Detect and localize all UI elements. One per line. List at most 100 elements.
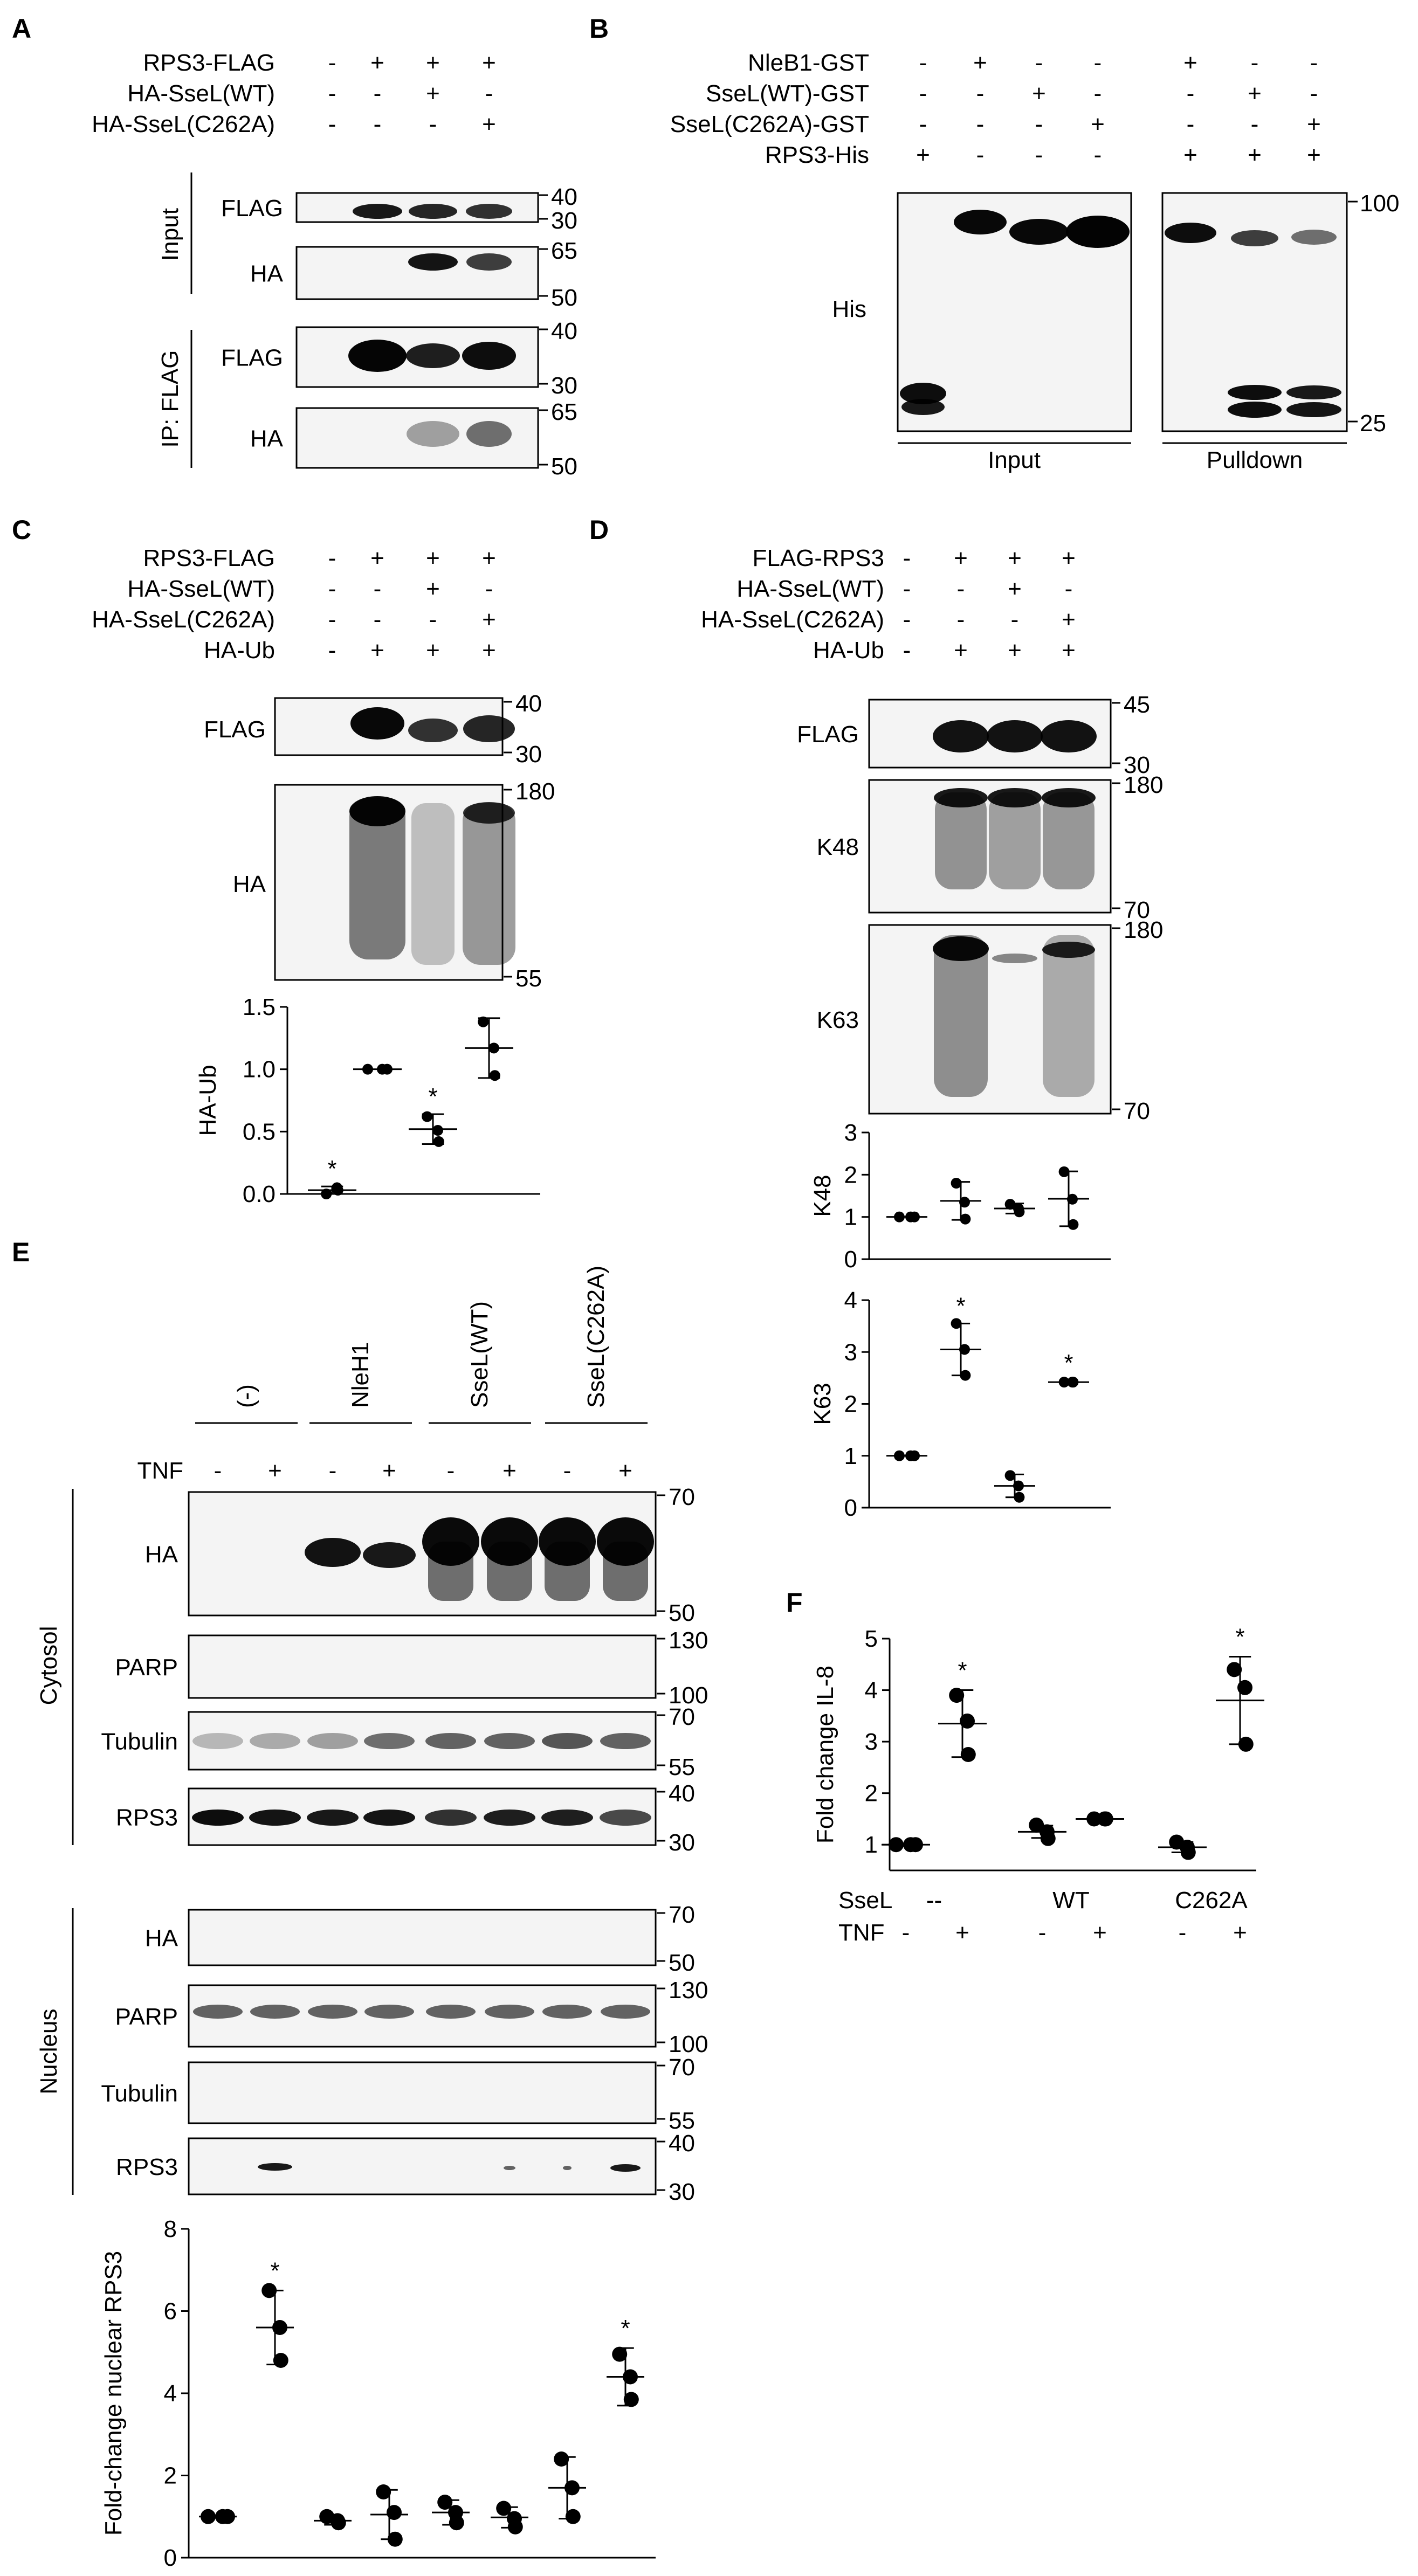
data-point — [1004, 1199, 1016, 1210]
condition-sign: + — [955, 1919, 969, 1946]
blot-E-1 — [188, 1634, 657, 1699]
smear — [545, 1542, 590, 1601]
data-point — [909, 1211, 920, 1223]
data-point — [321, 1189, 332, 1199]
mw-label: 30 — [669, 1829, 695, 1856]
condition-label: HA-Ub — [813, 637, 884, 664]
band — [601, 2005, 650, 2019]
condition-value: -- — [926, 1887, 942, 1914]
fraction-label: Nucleus — [36, 2009, 62, 2095]
mw-label: 70 — [669, 2054, 695, 2081]
band — [307, 1733, 358, 1749]
data-point — [496, 2501, 512, 2516]
panel-letter-D: D — [589, 515, 609, 545]
blot-label: HA — [233, 871, 266, 897]
condition-sign: - — [902, 1919, 910, 1946]
blot-label: Tubulin — [101, 2081, 178, 2107]
band — [466, 253, 512, 271]
significance-star: * — [428, 1083, 437, 1110]
y-axis-label: Fold change IL-8 — [812, 1666, 838, 1843]
data-point — [432, 1125, 443, 1136]
data-point — [951, 1178, 962, 1189]
band — [250, 2005, 300, 2019]
band — [954, 210, 1007, 234]
blot-label: HA — [145, 1542, 178, 1568]
group-label: Input — [157, 208, 183, 261]
condition-sign: + — [1062, 606, 1076, 633]
condition-sign: - — [903, 576, 911, 602]
condition-sign: - — [919, 80, 927, 107]
condition-label: RPS3-FLAG — [143, 50, 275, 76]
band — [1009, 219, 1069, 245]
condition-sign: + — [1183, 142, 1197, 168]
group-label: Input — [988, 447, 1041, 473]
condition-label: HA-SseL(C262A) — [92, 606, 275, 633]
band — [466, 204, 512, 219]
condition-sign: + — [370, 637, 384, 664]
mw-label: 70 — [669, 1704, 695, 1730]
band — [1286, 402, 1341, 417]
significance-star: * — [270, 2257, 279, 2284]
group-label: NleH1 — [347, 1342, 374, 1408]
mw-label: 40 — [551, 184, 577, 210]
data-point — [331, 2515, 346, 2531]
data-point — [623, 2392, 639, 2407]
condition-sign: + — [382, 1458, 396, 1484]
condition-label: HA-SseL(C262A) — [92, 111, 275, 137]
blot-E-6 — [188, 2061, 657, 2124]
condition-sign: + — [954, 637, 968, 664]
condition-sign: + — [426, 576, 440, 602]
data-point — [909, 1450, 920, 1461]
condition-sign: + — [503, 1458, 517, 1484]
condition-sign: - — [328, 545, 336, 571]
y-tick-label: 2 — [164, 2463, 177, 2489]
mw-label: 40 — [551, 318, 577, 344]
condition-sign: - — [957, 576, 965, 602]
condition-sign: - — [374, 80, 382, 107]
mw-label: 100 — [669, 1682, 708, 1709]
mw-label: 50 — [551, 453, 577, 480]
smear — [411, 803, 455, 965]
band — [1066, 216, 1130, 248]
y-tick-label: 1 — [844, 1443, 857, 1469]
band — [1042, 788, 1096, 807]
y-tick-label: 8 — [164, 2216, 177, 2242]
band — [1042, 942, 1095, 958]
condition-sign: - — [328, 50, 336, 76]
band — [258, 2163, 292, 2171]
data-point — [565, 2480, 580, 2496]
y-tick-label: 1 — [844, 1204, 857, 1231]
band — [425, 1733, 476, 1749]
condition-sign: - — [919, 50, 927, 76]
condition-sign: - — [903, 606, 911, 633]
group-label: SseL(C262A) — [583, 1266, 609, 1408]
condition-sign: + — [426, 637, 440, 664]
band — [610, 2164, 641, 2172]
band — [988, 788, 1042, 807]
smear — [989, 792, 1041, 889]
data-point — [362, 1063, 373, 1075]
condition-sign: + — [482, 606, 496, 633]
band — [349, 796, 405, 826]
condition-sign: - — [328, 576, 336, 602]
mw-label: 65 — [551, 399, 577, 425]
mw-label: 50 — [551, 285, 577, 311]
data-point — [507, 2519, 523, 2534]
band — [462, 342, 516, 370]
condition-sign: + — [1008, 545, 1022, 571]
y-tick-label: 2 — [844, 1162, 857, 1188]
significance-star: * — [1235, 1624, 1244, 1650]
band — [541, 1810, 593, 1826]
data-point — [1040, 1831, 1056, 1846]
condition-sign: + — [618, 1458, 632, 1484]
y-tick-label: 0 — [844, 1495, 857, 1521]
mw-label: 100 — [1360, 190, 1399, 217]
condition-sign: - — [1035, 50, 1043, 76]
condition-sign: + — [426, 80, 440, 107]
band — [1228, 385, 1282, 400]
condition-sign: - — [1187, 80, 1195, 107]
band — [1291, 230, 1337, 245]
data-point — [1058, 1377, 1070, 1388]
condition-sign: + — [916, 142, 930, 168]
mw-label: 70 — [1124, 897, 1150, 923]
